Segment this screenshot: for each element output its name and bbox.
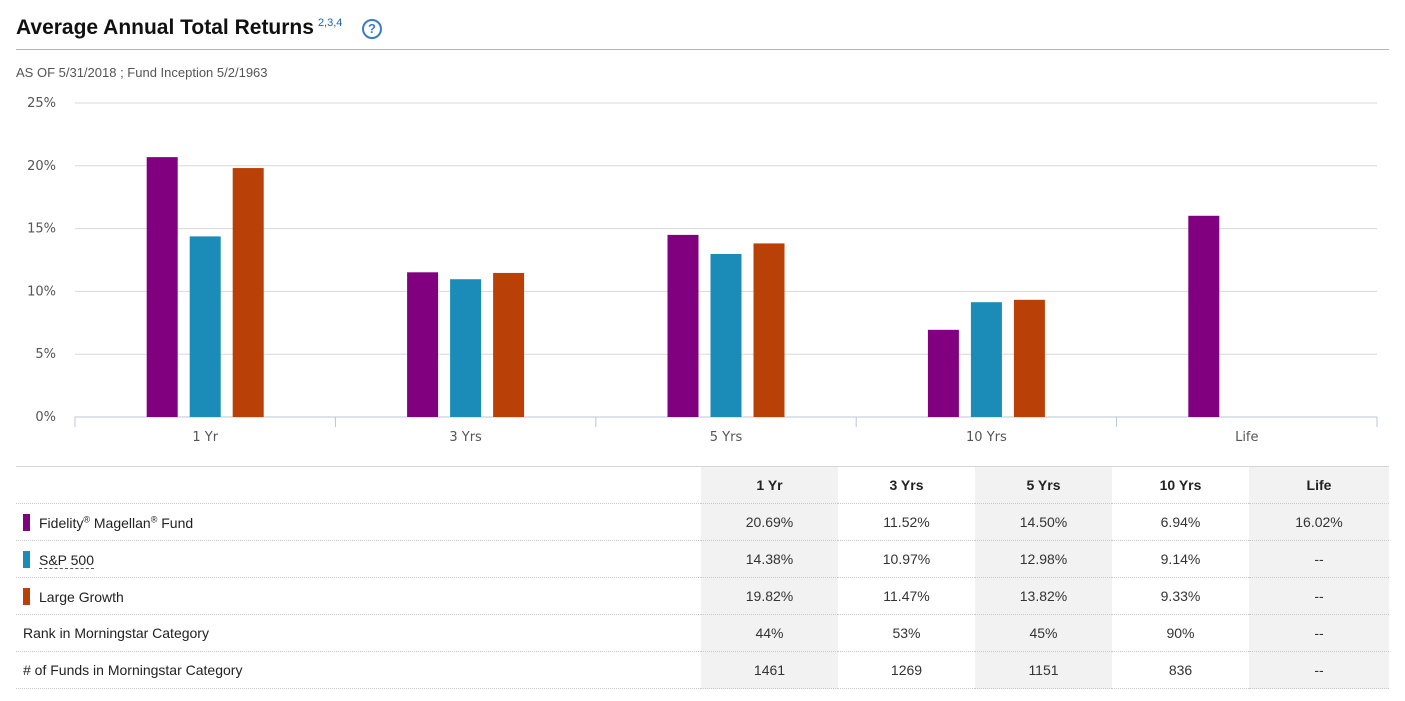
bar <box>407 272 439 417</box>
table-cell: 9.14% <box>1112 540 1249 578</box>
table-cell: 90% <box>1112 614 1249 652</box>
sp500-link[interactable]: S&P 500 <box>39 551 95 569</box>
x-tick-label: 5 Yrs <box>710 430 743 445</box>
help-icon[interactable]: ? <box>362 19 382 39</box>
table-cell: 836 <box>1112 651 1249 689</box>
table-cell: 45% <box>975 614 1112 652</box>
col-header-1yr: 1 Yr <box>701 466 838 504</box>
header-label-cell <box>16 466 701 504</box>
table-cell: 1151 <box>975 651 1112 689</box>
table-row: Large Growth 19.82% 11.47% 13.82% 9.33% … <box>16 577 1389 615</box>
table-cell: -- <box>1249 577 1389 615</box>
table-cell: -- <box>1249 614 1389 652</box>
bar <box>493 272 525 417</box>
bar <box>710 253 742 417</box>
table-cell: 16.02% <box>1249 503 1389 541</box>
large-growth-color-swatch <box>23 587 30 605</box>
table-cell: 19.82% <box>701 577 838 615</box>
row-label-fund: Fidelity® Magellan® Fund <box>16 503 701 541</box>
bar <box>1013 299 1045 417</box>
table-cell: 44% <box>701 614 838 652</box>
table-cell: 1461 <box>701 651 838 689</box>
title-text: Average Annual Total Returns <box>16 16 314 39</box>
table-cell: 14.50% <box>975 503 1112 541</box>
table-row: S&P 500 14.38% 10.97% 12.98% 9.14% -- <box>16 540 1389 578</box>
row-label-sp500: S&P 500 <box>16 540 701 578</box>
bar <box>232 168 264 417</box>
fund-color-swatch <box>23 513 30 531</box>
bar <box>189 236 221 417</box>
table-row: # of Funds in Morningstar Category 1461 … <box>16 651 1389 689</box>
bar <box>927 329 959 417</box>
table-cell: 53% <box>838 614 975 652</box>
table-cell: 11.52% <box>838 503 975 541</box>
table-cell: 14.38% <box>701 540 838 578</box>
table-cell: 11.47% <box>838 577 975 615</box>
row-label-large-growth: Large Growth <box>16 577 701 615</box>
bar <box>450 279 482 417</box>
col-header-3yrs: 3 Yrs <box>838 466 975 504</box>
table-cell: 13.82% <box>975 577 1112 615</box>
x-tick-label: Life <box>1235 430 1258 445</box>
table-row: Fidelity® Magellan® Fund 20.69% 11.52% 1… <box>16 503 1389 541</box>
col-header-5yrs: 5 Yrs <box>975 466 1112 504</box>
footnote-refs[interactable]: 2,3,4 <box>317 17 343 29</box>
bar <box>970 302 1002 417</box>
sp500-color-swatch <box>23 550 30 568</box>
as-of-line: AS OF 5/31/2018 ; Fund Inception 5/2/196… <box>16 65 268 80</box>
section-header: Average Annual Total Returns 2,3,4 ? <box>16 12 1389 50</box>
bar <box>667 234 699 417</box>
row-label-fund-count: # of Funds in Morningstar Category <box>16 651 701 689</box>
y-tick-label: 5% <box>35 347 56 362</box>
bar <box>146 157 178 417</box>
table-cell: 12.98% <box>975 540 1112 578</box>
table-cell: 1269 <box>838 651 975 689</box>
y-tick-label: 10% <box>27 284 56 299</box>
row-label-rank: Rank in Morningstar Category <box>16 614 701 652</box>
table-row: Rank in Morningstar Category 44% 53% 45%… <box>16 614 1389 652</box>
col-header-life: Life <box>1249 466 1389 504</box>
large-growth-label: Large Growth <box>39 588 124 605</box>
y-tick-label: 15% <box>27 222 56 237</box>
table-cell: 9.33% <box>1112 577 1249 615</box>
y-tick-label: 25% <box>27 96 56 111</box>
page-title: Average Annual Total Returns 2,3,4 <box>16 16 342 40</box>
fund-label: Fidelity® Magellan® Fund <box>39 513 194 531</box>
bar <box>1188 215 1220 417</box>
x-tick-label: 10 Yrs <box>966 430 1007 445</box>
returns-table: 1 Yr 3 Yrs 5 Yrs 10 Yrs Life Fidelity® M… <box>16 466 1389 689</box>
x-tick-label: 3 Yrs <box>449 430 482 445</box>
x-tick-label: 1 Yr <box>192 430 218 445</box>
table-cell: 10.97% <box>838 540 975 578</box>
table-cell: 6.94% <box>1112 503 1249 541</box>
table-cell: -- <box>1249 540 1389 578</box>
col-header-10yrs: 10 Yrs <box>1112 466 1249 504</box>
table-cell: -- <box>1249 651 1389 689</box>
bar <box>753 243 785 417</box>
y-tick-label: 20% <box>27 159 56 174</box>
table-header-row: 1 Yr 3 Yrs 5 Yrs 10 Yrs Life <box>16 466 1389 504</box>
returns-bar-chart: 0% 5% 10% 15% 20% 25% 1 Yr 3 Yrs 5 Yrs 10 Yrs Life <box>27 96 1378 445</box>
table-cell: 20.69% <box>701 503 838 541</box>
y-tick-label: 0% <box>35 410 56 425</box>
